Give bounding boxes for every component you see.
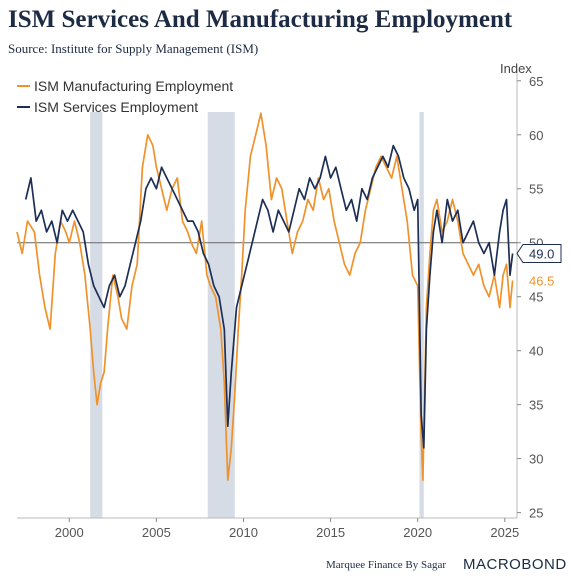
x-tick-label: 2010 [229, 525, 258, 540]
y-tick-label: 65 [529, 74, 543, 89]
y-tick-label: 30 [529, 452, 543, 467]
services-last-value: 49.0 [529, 247, 554, 262]
y-tick-label: 25 [529, 506, 543, 521]
services-last-value-box [516, 244, 562, 264]
macrobond-logo: MACROBOND [463, 556, 567, 573]
footer-credit: Marquee Finance By Sagar [326, 559, 447, 571]
legend-label-manufacturing: ISM Manufacturing Employment [34, 78, 233, 94]
x-tick-label: 2005 [142, 525, 171, 540]
recession-band [90, 112, 103, 518]
x-tick-label: 2025 [490, 525, 519, 540]
y-tick-label: 60 [529, 128, 543, 143]
x-tick-label: 2020 [403, 525, 432, 540]
y-axis-label: Index [500, 61, 532, 76]
manufacturing-series-line [16, 112, 514, 482]
x-tick-label: 2000 [55, 525, 84, 540]
x-tick-label: 2015 [316, 525, 345, 540]
manufacturing-last-value: 46.5 [529, 274, 554, 289]
services-series-line [24, 144, 514, 449]
chart-title: ISM Services And Manufacturing Employmen… [8, 6, 513, 33]
legend-label-services: ISM Services Employment [34, 99, 198, 115]
y-tick-label: 55 [529, 182, 543, 197]
y-tick-label: 35 [529, 398, 543, 413]
y-tick-label: 45 [529, 290, 543, 305]
chart-subtitle: Source: Institute for Supply Management … [8, 41, 259, 56]
recession-band [419, 112, 424, 518]
y-tick-label: 40 [529, 344, 543, 359]
